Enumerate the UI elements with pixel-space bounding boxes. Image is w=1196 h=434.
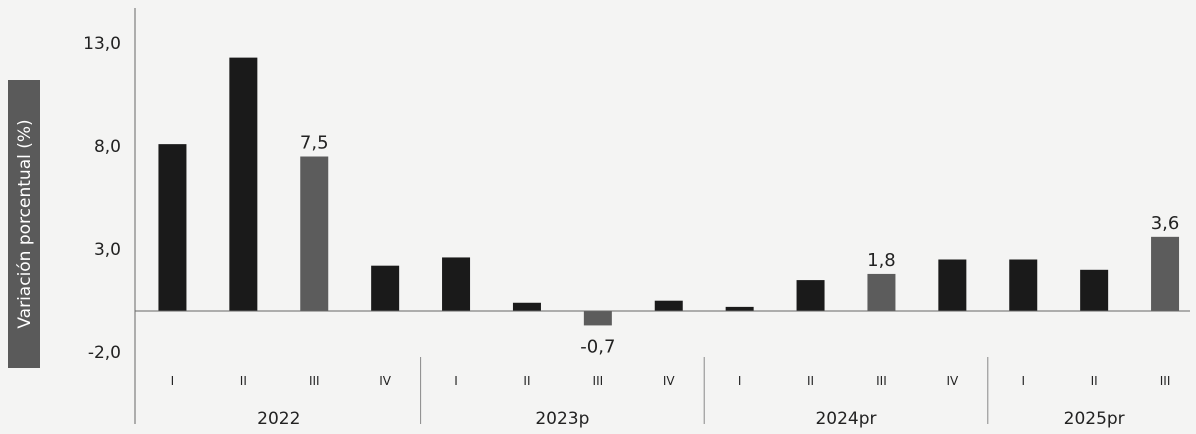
bar [1151, 236, 1180, 311]
x-category-label: III [876, 374, 887, 388]
x-category-label: II [1091, 374, 1098, 388]
data-label: 1,8 [867, 250, 896, 271]
y-tick-label: 8,0 [94, 137, 121, 157]
x-category-label: III [1160, 374, 1171, 388]
data-label: -0,7 [580, 336, 615, 357]
y-tick-label: 13,0 [83, 34, 121, 54]
x-category-label: IV [663, 374, 676, 388]
x-category-label: III [309, 374, 320, 388]
x-category-label: II [523, 374, 530, 388]
data-label: 7,5 [300, 133, 329, 154]
bar [938, 259, 967, 311]
bar [371, 265, 400, 311]
bar [229, 57, 258, 312]
x-group-label: 2023p [535, 409, 589, 429]
y-axis-label: Variación porcentual (%) [8, 80, 40, 368]
x-group-label: 2025pr [1064, 409, 1125, 429]
bar [442, 257, 471, 311]
bar [512, 302, 541, 311]
x-category-label: II [807, 374, 814, 388]
data-labels: 7,5 -0,7 1,8 3,6 [300, 133, 1179, 358]
bars [158, 57, 1180, 326]
x-group-label: 2024pr [815, 409, 876, 429]
bar [725, 306, 754, 311]
bar [796, 280, 825, 311]
x-group-label: 2022 [257, 409, 300, 429]
bar [867, 273, 896, 311]
x-category-label: IV [379, 374, 392, 388]
y-tick-label: -2,0 [88, 343, 121, 363]
x-category-label: I [738, 374, 742, 388]
y-axis: 13,0 8,0 3,0 -2,0 [83, 8, 136, 424]
data-label: 3,6 [1151, 213, 1180, 234]
x-category-label: I [454, 374, 458, 388]
x-category-label: I [1021, 374, 1025, 388]
y-axis-label-text: Variación porcentual (%) [15, 119, 35, 328]
x-category-label: III [593, 374, 604, 388]
bar [583, 311, 612, 326]
y-axis-label-background [8, 80, 40, 368]
bar [300, 156, 329, 311]
bar [158, 144, 187, 311]
bar [1009, 259, 1038, 311]
x-category-label: I [171, 374, 175, 388]
bar [654, 300, 683, 311]
x-category-label: II [240, 374, 247, 388]
bar [1080, 269, 1109, 311]
x-category-label: IV [946, 374, 959, 388]
y-tick-label: 3,0 [94, 240, 121, 260]
